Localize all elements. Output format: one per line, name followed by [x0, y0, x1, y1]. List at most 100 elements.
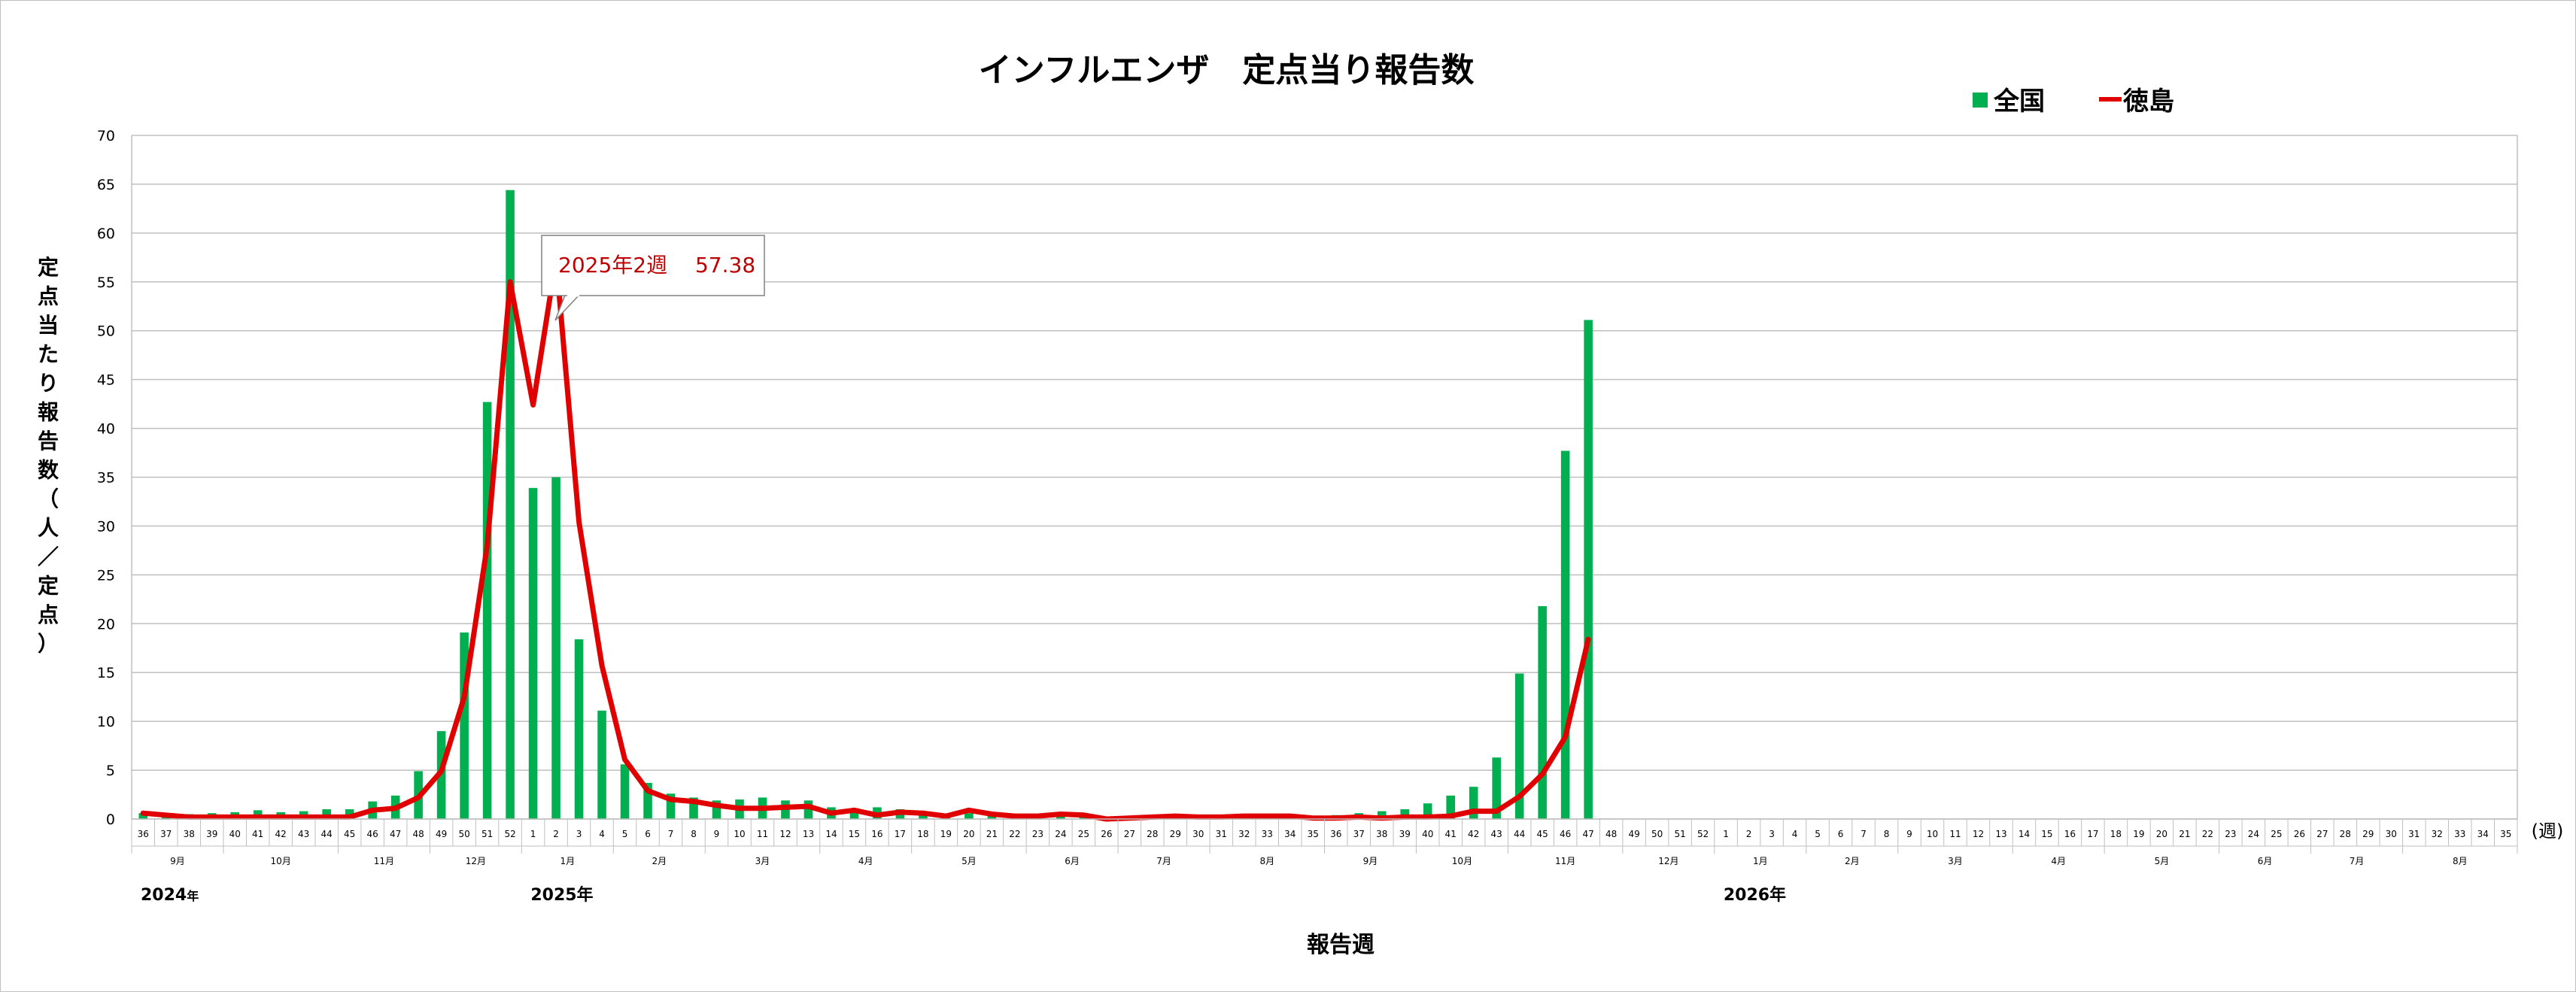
- week-tick-label: 33: [1262, 829, 1273, 839]
- legend-label-national: 全国: [1993, 86, 2045, 117]
- week-tick-label: 52: [504, 829, 515, 839]
- bar-national: [1538, 605, 1547, 819]
- week-tick-label: 3: [1769, 829, 1775, 839]
- callout-text: 2025年2週 57.38: [558, 253, 755, 278]
- y-axis-title-char: 告: [38, 429, 59, 454]
- y-tick-label: 65: [97, 177, 115, 193]
- week-tick-label: 48: [1605, 829, 1617, 839]
- week-tick-label: 32: [1238, 829, 1250, 839]
- bar-national: [689, 797, 698, 819]
- bar-national: [987, 816, 997, 819]
- week-tick-label: 42: [1468, 829, 1479, 839]
- week-tick-label: 47: [390, 829, 401, 839]
- week-tick-label: 41: [252, 829, 263, 839]
- week-tick-label: 51: [1674, 829, 1685, 839]
- month-label: 2月: [1845, 856, 1860, 866]
- week-tick-label: 28: [2340, 829, 2351, 839]
- week-tick-label: 33: [2454, 829, 2465, 839]
- month-label: 2月: [652, 856, 667, 866]
- week-tick-label: 8: [1884, 829, 1890, 839]
- week-tick-label: 2: [1746, 829, 1752, 839]
- month-label: 7月: [1156, 856, 1171, 866]
- week-tick-label: 46: [1560, 829, 1571, 839]
- week-tick-label: 44: [321, 829, 333, 839]
- line-tokushima-path: [140, 256, 1591, 822]
- week-tick-label: 31: [2408, 829, 2420, 839]
- week-tick-label: 30: [2386, 829, 2397, 839]
- bar-national: [712, 800, 721, 819]
- y-axis-title-char: ）: [38, 632, 59, 657]
- week-tick-label: 9: [714, 829, 720, 839]
- week-tick-label: 12: [779, 829, 791, 839]
- week-tick-label: 15: [849, 829, 860, 839]
- bar-national: [482, 402, 492, 819]
- line-tokushima: [140, 256, 1591, 822]
- y-axis-title-char: た: [38, 342, 59, 367]
- y-tick-label: 20: [97, 616, 115, 633]
- month-label: 1月: [560, 856, 575, 866]
- y-tick-label: 35: [97, 470, 115, 487]
- y-axis-title-char: 報: [38, 400, 59, 425]
- x-axis-title: 報告週: [1307, 932, 1375, 958]
- y-tick-label: 70: [97, 128, 115, 144]
- week-tick-label: 22: [2202, 829, 2213, 839]
- week-tick-label: 23: [2225, 829, 2236, 839]
- y-axis-title-char: り: [38, 371, 59, 396]
- week-tick-label: 17: [2087, 829, 2098, 839]
- month-label: 4月: [858, 856, 873, 866]
- week-tick-label: 37: [160, 829, 172, 839]
- year-label: 2024年: [141, 886, 199, 905]
- week-tick-label: 18: [917, 829, 928, 839]
- week-tick-label: 27: [1124, 829, 1135, 839]
- month-label: 8月: [1259, 856, 1274, 866]
- week-tick-label: 25: [2271, 829, 2282, 839]
- bar-national: [643, 782, 652, 819]
- week-tick-label: 38: [184, 829, 195, 839]
- y-axis-title-char: （: [38, 487, 59, 511]
- week-tick-label: 40: [1422, 829, 1433, 839]
- week-tick-label: 13: [803, 829, 814, 839]
- bar-national: [1400, 809, 1410, 819]
- bar-national: [1423, 803, 1432, 819]
- y-tick-label: 60: [97, 226, 115, 242]
- bar-national: [574, 639, 584, 819]
- week-tick-label: 30: [1192, 829, 1204, 839]
- month-label: 10月: [1452, 856, 1472, 866]
- month-label: 10月: [271, 856, 291, 866]
- week-tick-label: 3: [576, 829, 582, 839]
- week-tick-label: 24: [2248, 829, 2259, 839]
- bar-national: [666, 793, 676, 819]
- week-tick-label: 1: [530, 829, 536, 839]
- week-tick-label: 25: [1078, 829, 1089, 839]
- bar-national: [1056, 816, 1065, 819]
- y-tick-label: 45: [97, 372, 115, 389]
- legend-label-tokushima: 徳島: [2122, 86, 2174, 117]
- week-tick-label: 5: [622, 829, 628, 839]
- y-tick-label: 55: [97, 275, 115, 291]
- y-tick-label: 50: [97, 323, 115, 340]
- year-suffix: 年: [187, 889, 199, 903]
- week-tick-label: 46: [367, 829, 378, 839]
- week-tick-label: 42: [275, 829, 287, 839]
- bar-national: [506, 190, 515, 820]
- y-tick-label: 30: [97, 518, 115, 535]
- week-tick-label: 6: [645, 829, 651, 839]
- week-tick-label: 2: [553, 829, 559, 839]
- bar-national: [551, 477, 560, 819]
- month-label: 6月: [2258, 856, 2273, 866]
- week-tick-label: 49: [1628, 829, 1639, 839]
- week-tick-label: 16: [871, 829, 882, 839]
- x-axis: 36 37 38 39 40 41 42 43 44 45 46 47 48 49 50 51 52 1 2 3 4 5 6…: [131, 818, 2518, 905]
- week-tick-label: 18: [2110, 829, 2122, 839]
- bar-national: [460, 632, 469, 819]
- week-tick-label: 52: [1697, 829, 1709, 839]
- bar-national: [1514, 673, 1524, 819]
- month-label: 11月: [1555, 856, 1575, 866]
- y-tick-label: 40: [97, 421, 115, 438]
- week-tick-label: 4: [599, 829, 605, 839]
- year-label: 2025年: [530, 885, 593, 905]
- month-label: 5月: [2155, 856, 2170, 866]
- week-tick-label: 7: [1861, 829, 1867, 839]
